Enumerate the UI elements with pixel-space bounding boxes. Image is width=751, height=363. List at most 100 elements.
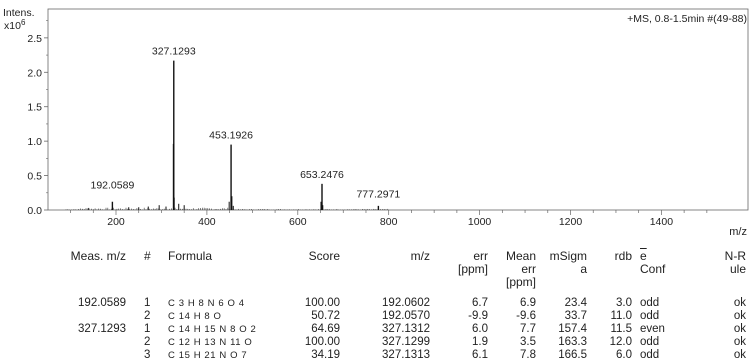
x-tick-label: 400 bbox=[198, 216, 216, 228]
y-tick-label: 1.0 bbox=[27, 136, 42, 148]
row-4-mz: 327.1299 bbox=[382, 336, 430, 348]
row-5-n-rule: ok bbox=[733, 349, 746, 361]
row-1-electron-conf: odd bbox=[640, 297, 660, 309]
peak-label: 777.2971 bbox=[356, 189, 400, 201]
peak-label: 192.0589 bbox=[90, 180, 134, 192]
row-3-mz: 327.1312 bbox=[382, 323, 430, 335]
y-tick-label: 2.0 bbox=[27, 67, 42, 79]
y-axis-scale-exponent: 6 bbox=[21, 18, 26, 27]
row-4-mean-err: 3.5 bbox=[520, 336, 536, 348]
header-candidate-number: # bbox=[144, 249, 151, 263]
y-axis-scale-base: x10 bbox=[4, 20, 21, 32]
row-4-err: 1.9 bbox=[472, 336, 488, 348]
y-tick-label: 1.5 bbox=[27, 102, 42, 114]
row-2-mz: 192.0570 bbox=[382, 310, 430, 322]
x-tick-label: 200 bbox=[107, 216, 125, 228]
header-score: Score bbox=[308, 249, 340, 263]
row-2-err: -9.9 bbox=[468, 310, 488, 322]
row-2-rdb: 11.0 bbox=[610, 310, 632, 322]
row-3-rdb: 11.5 bbox=[610, 323, 632, 335]
row-2-candidate-number: 2 bbox=[144, 310, 151, 322]
row-2-msigma: 33.7 bbox=[564, 310, 587, 322]
row-1-err: 6.7 bbox=[472, 297, 488, 309]
row-2-score: 50.72 bbox=[311, 310, 340, 322]
row-5-formula: C 15 H 21 N O 7 bbox=[168, 350, 248, 361]
header-mean-err: Mean bbox=[505, 249, 536, 263]
row-5-err: 6.1 bbox=[472, 349, 488, 361]
header-err-unit: [ppm] bbox=[457, 262, 488, 276]
row-2-n-rule: ok bbox=[733, 310, 746, 322]
peak-labels: 192.0589 327.1293 453.1926 653.2476 777.2971 bbox=[90, 46, 400, 201]
row-3-msigma: 157.4 bbox=[558, 323, 587, 335]
x-tick-label: 800 bbox=[380, 216, 398, 228]
row-3-electron-conf: even bbox=[640, 323, 665, 335]
x-tick-label: 1000 bbox=[468, 216, 492, 228]
peaks bbox=[88, 60, 380, 210]
spectrum-title: +MS, 0.8-1.5min #(49-88) bbox=[627, 13, 747, 25]
peak-label: 453.1926 bbox=[209, 130, 253, 142]
row-1-mean-err: 6.9 bbox=[520, 297, 536, 309]
row-5-mz: 327.1313 bbox=[382, 349, 430, 361]
row-5-msigma: 166.5 bbox=[558, 349, 587, 361]
row-5-mean-err: 7.8 bbox=[520, 349, 536, 361]
header-mean-err-line2: err bbox=[521, 262, 536, 276]
header-n-rule-line2: ule bbox=[729, 262, 746, 276]
row-2-electron-conf: odd bbox=[640, 310, 660, 322]
y-tick-label: 0.5 bbox=[27, 171, 42, 183]
y-axis-scale-label: x106 bbox=[4, 18, 26, 32]
plot-frame bbox=[47, 8, 749, 211]
y-axis-ticks: 0.0 0.5 1.0 1.5 2.0 2.5 bbox=[27, 20, 48, 217]
peak-label: 327.1293 bbox=[152, 46, 196, 58]
y-axis-label: Intens. bbox=[3, 7, 35, 19]
row-3-score: 64.69 bbox=[311, 323, 340, 335]
row-1-n-rule: ok bbox=[733, 297, 746, 309]
row-4-score: 100.00 bbox=[304, 336, 340, 348]
row-3-formula: C 14 H 15 N 8 O 2 bbox=[168, 324, 257, 335]
row-4-electron-conf: odd bbox=[640, 336, 660, 348]
header-msigma: mSigm bbox=[549, 249, 587, 263]
x-tick-label: 1200 bbox=[559, 216, 583, 228]
row-4-rdb: 12.0 bbox=[609, 336, 632, 348]
header-n-rule: N-R bbox=[724, 249, 746, 263]
row-1-score: 100.00 bbox=[304, 297, 340, 309]
header-msigma-line2: a bbox=[580, 262, 587, 276]
x-axis-ticks: 200 400 600 800 1000 1200 1400 bbox=[70, 210, 708, 228]
header-meas-mz: Meas. m/z bbox=[70, 249, 126, 263]
row-3-candidate-number: 1 bbox=[144, 323, 151, 335]
row-4-formula: C 12 H 13 N 11 O bbox=[168, 337, 253, 348]
row-5-candidate-number: 3 bbox=[144, 349, 151, 361]
peak-label: 653.2476 bbox=[300, 169, 344, 181]
row-3-err: 6.0 bbox=[472, 323, 488, 335]
header-mean-err-unit: [ppm] bbox=[505, 275, 536, 289]
row-5-score: 34.19 bbox=[311, 349, 340, 361]
row-3-mean-err: 7.7 bbox=[520, 323, 536, 335]
header-err: err bbox=[473, 249, 488, 263]
row-2-formula: C 14 H 8 O bbox=[168, 311, 222, 322]
header-mz: m/z bbox=[410, 249, 430, 263]
x-tick-label: 1400 bbox=[650, 216, 674, 228]
header-formula: Formula bbox=[168, 249, 213, 263]
row-1-meas-mz: 192.0589 bbox=[78, 297, 126, 309]
header-rdb: rdb bbox=[614, 249, 632, 263]
row-1-rdb: 3.0 bbox=[616, 297, 632, 309]
row-2-mean-err: -9.6 bbox=[516, 310, 536, 322]
row-4-n-rule: ok bbox=[733, 336, 746, 348]
row-1-mz: 192.0602 bbox=[382, 297, 430, 309]
header-electron-conf-line2: Conf bbox=[640, 262, 666, 276]
y-tick-label: 0.0 bbox=[27, 205, 42, 217]
row-4-candidate-number: 2 bbox=[144, 336, 151, 348]
y-tick-label: 2.5 bbox=[27, 33, 42, 45]
row-3-meas-mz: 327.1293 bbox=[78, 323, 126, 335]
row-3-n-rule: ok bbox=[733, 323, 746, 335]
row-5-electron-conf: odd bbox=[640, 349, 660, 361]
row-5-rdb: 6.0 bbox=[616, 349, 632, 361]
row-1-candidate-number: 1 bbox=[144, 297, 151, 309]
mass-spectrum-chart: Intens. x106 +MS, 0.8-1.5min #(49-88) m/… bbox=[3, 7, 749, 238]
row-1-formula: C 3 H 8 N 6 O 4 bbox=[168, 298, 245, 309]
row-1-msigma: 23.4 bbox=[564, 297, 587, 309]
header-electron-conf: e bbox=[640, 249, 647, 263]
row-4-msigma: 163.3 bbox=[558, 336, 587, 348]
x-tick-label: 600 bbox=[289, 216, 307, 228]
formula-results-table: Meas. m/z # Formula Score m/z err [ppm] … bbox=[0, 241, 751, 363]
